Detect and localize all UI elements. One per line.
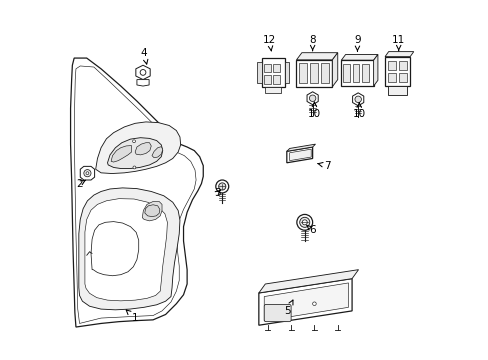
Polygon shape bbox=[341, 54, 377, 60]
Polygon shape bbox=[111, 145, 131, 162]
Polygon shape bbox=[70, 58, 203, 327]
Polygon shape bbox=[384, 51, 413, 57]
Polygon shape bbox=[352, 64, 359, 82]
Polygon shape bbox=[387, 73, 395, 82]
Polygon shape bbox=[387, 61, 395, 70]
Text: 6: 6 bbox=[306, 225, 315, 235]
Polygon shape bbox=[343, 64, 349, 82]
Circle shape bbox=[309, 95, 315, 102]
Polygon shape bbox=[258, 279, 351, 325]
Polygon shape bbox=[289, 149, 310, 161]
Polygon shape bbox=[332, 53, 337, 87]
Polygon shape bbox=[384, 57, 409, 86]
Polygon shape bbox=[135, 143, 151, 155]
Polygon shape bbox=[136, 65, 150, 80]
Polygon shape bbox=[296, 53, 337, 60]
Polygon shape bbox=[306, 92, 318, 105]
Polygon shape bbox=[257, 62, 261, 83]
Text: 1: 1 bbox=[126, 310, 138, 323]
Polygon shape bbox=[398, 61, 406, 70]
Polygon shape bbox=[352, 93, 363, 106]
Circle shape bbox=[140, 69, 145, 75]
Text: 11: 11 bbox=[391, 35, 405, 51]
Text: 12: 12 bbox=[263, 35, 276, 51]
Circle shape bbox=[132, 140, 135, 143]
Polygon shape bbox=[107, 138, 163, 168]
Circle shape bbox=[312, 302, 316, 306]
Polygon shape bbox=[373, 54, 377, 86]
Text: 9: 9 bbox=[353, 35, 360, 51]
Text: 5: 5 bbox=[284, 300, 292, 316]
Polygon shape bbox=[272, 64, 280, 72]
Text: 4: 4 bbox=[141, 48, 147, 64]
Polygon shape bbox=[264, 75, 270, 84]
Circle shape bbox=[296, 215, 312, 230]
Polygon shape bbox=[264, 64, 270, 72]
Polygon shape bbox=[296, 60, 332, 87]
Circle shape bbox=[299, 217, 309, 227]
Circle shape bbox=[354, 96, 361, 103]
Polygon shape bbox=[79, 188, 180, 310]
Polygon shape bbox=[74, 66, 196, 323]
Circle shape bbox=[86, 172, 89, 175]
Polygon shape bbox=[144, 205, 160, 217]
Text: 10: 10 bbox=[307, 102, 320, 119]
Polygon shape bbox=[261, 58, 285, 87]
Polygon shape bbox=[286, 147, 312, 163]
Polygon shape bbox=[272, 75, 280, 84]
Text: 3: 3 bbox=[214, 188, 221, 198]
Circle shape bbox=[218, 183, 225, 190]
Circle shape bbox=[133, 166, 136, 169]
FancyBboxPatch shape bbox=[264, 305, 290, 321]
Polygon shape bbox=[320, 63, 328, 83]
Polygon shape bbox=[152, 147, 163, 158]
Polygon shape bbox=[137, 80, 149, 86]
Polygon shape bbox=[96, 122, 180, 174]
Polygon shape bbox=[387, 86, 407, 95]
Polygon shape bbox=[265, 87, 281, 93]
Polygon shape bbox=[398, 73, 406, 82]
Polygon shape bbox=[341, 60, 373, 86]
Text: 7: 7 bbox=[317, 161, 329, 171]
Circle shape bbox=[215, 180, 228, 193]
Polygon shape bbox=[309, 63, 317, 83]
Polygon shape bbox=[80, 166, 94, 180]
Circle shape bbox=[83, 170, 91, 177]
Polygon shape bbox=[85, 199, 167, 301]
Polygon shape bbox=[285, 62, 288, 83]
Polygon shape bbox=[142, 202, 162, 221]
Polygon shape bbox=[264, 283, 348, 321]
Polygon shape bbox=[91, 222, 139, 276]
Circle shape bbox=[302, 220, 306, 225]
Text: 2: 2 bbox=[76, 179, 85, 189]
Polygon shape bbox=[286, 144, 315, 151]
Text: 10: 10 bbox=[352, 103, 365, 119]
Polygon shape bbox=[362, 64, 368, 82]
Polygon shape bbox=[299, 63, 306, 83]
Polygon shape bbox=[258, 270, 358, 293]
Text: 8: 8 bbox=[309, 35, 315, 51]
